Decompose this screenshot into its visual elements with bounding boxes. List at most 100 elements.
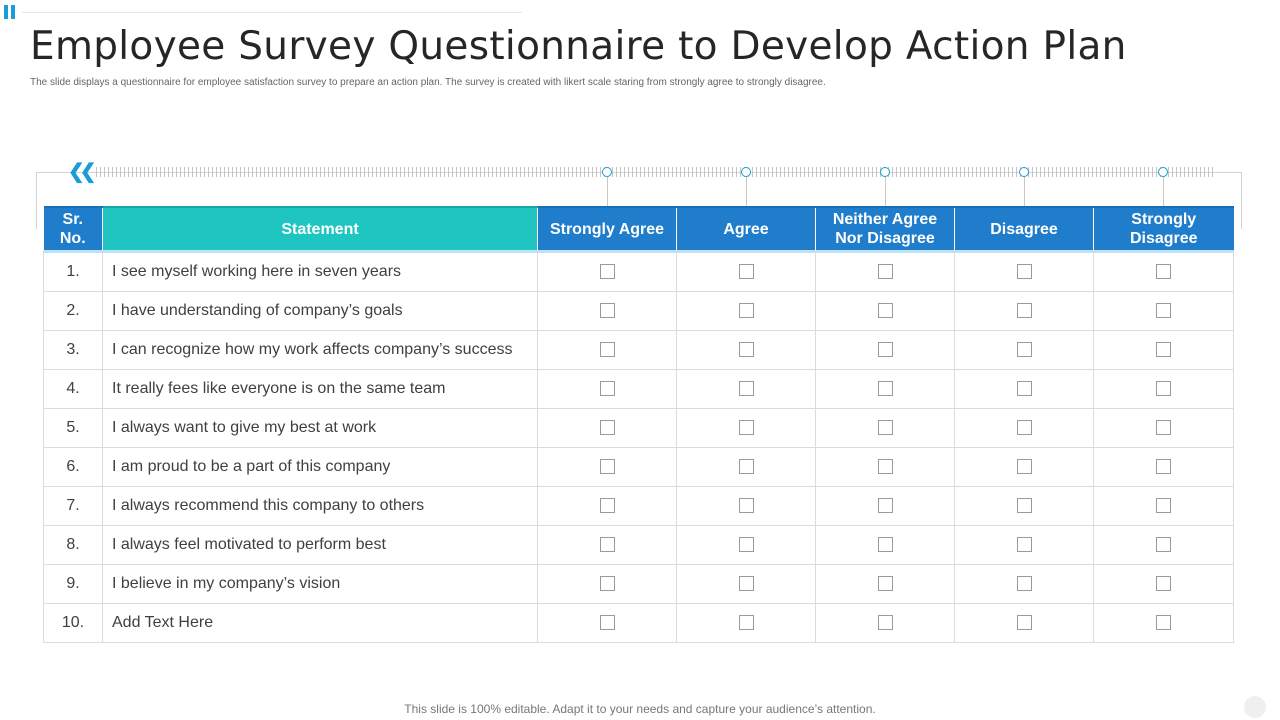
checkbox-strongly-disagree[interactable] bbox=[1156, 576, 1171, 592]
row-number: 7. bbox=[43, 486, 103, 526]
cell-disagree bbox=[954, 251, 1094, 292]
checkbox-neutral[interactable] bbox=[877, 381, 893, 397]
checkbox-neutral[interactable] bbox=[877, 537, 893, 553]
row-statement: I believe in my company’s vision bbox=[102, 564, 538, 604]
checkbox-strongly-agree[interactable] bbox=[599, 342, 615, 358]
checkbox-disagree[interactable] bbox=[1016, 537, 1032, 553]
timeline-marker bbox=[1019, 167, 1029, 177]
checkbox-strongly-disagree[interactable] bbox=[1156, 615, 1171, 631]
cell-strongly-disagree bbox=[1093, 291, 1234, 331]
checkbox-neutral[interactable] bbox=[877, 264, 893, 280]
timeline-marker bbox=[741, 167, 751, 177]
cell-strongly-disagree bbox=[1093, 603, 1234, 643]
checkbox-strongly-disagree[interactable] bbox=[1156, 342, 1171, 358]
header-statement: Statement bbox=[102, 206, 538, 253]
row-statement: It really fees like everyone is on the s… bbox=[102, 369, 538, 409]
checkbox-strongly-agree[interactable] bbox=[599, 459, 615, 475]
cell-agree bbox=[676, 486, 816, 526]
row-statement: I always feel motivated to perform best bbox=[102, 525, 538, 565]
cell-agree bbox=[676, 564, 816, 604]
row-number: 4. bbox=[43, 369, 103, 409]
cell-strongly-agree bbox=[537, 251, 677, 292]
header-strongly-agree: Strongly Agree bbox=[537, 206, 677, 253]
cell-strongly-agree bbox=[537, 291, 677, 331]
marker-stem bbox=[746, 177, 747, 207]
checkbox-agree[interactable] bbox=[738, 342, 754, 358]
checkbox-disagree[interactable] bbox=[1016, 615, 1032, 631]
checkbox-agree[interactable] bbox=[738, 381, 754, 397]
cell-disagree bbox=[954, 330, 1094, 370]
marker-stem bbox=[1024, 177, 1025, 207]
checkbox-disagree[interactable] bbox=[1016, 576, 1032, 592]
checkbox-strongly-disagree[interactable] bbox=[1156, 420, 1171, 436]
checkbox-neutral[interactable] bbox=[877, 459, 893, 475]
checkbox-strongly-agree[interactable] bbox=[599, 381, 615, 397]
row-statement: I am proud to be a part of this company bbox=[102, 447, 538, 487]
cell-neutral bbox=[815, 408, 955, 448]
cell-disagree bbox=[954, 486, 1094, 526]
row-number: 2. bbox=[43, 291, 103, 331]
cell-strongly-disagree bbox=[1093, 525, 1234, 565]
cell-disagree bbox=[954, 603, 1094, 643]
checkbox-neutral[interactable] bbox=[877, 615, 893, 631]
checkbox-neutral[interactable] bbox=[877, 498, 893, 514]
checkbox-neutral[interactable] bbox=[877, 576, 893, 592]
checkbox-strongly-agree[interactable] bbox=[599, 615, 615, 631]
checkbox-agree[interactable] bbox=[738, 264, 754, 280]
checkbox-agree[interactable] bbox=[738, 459, 754, 475]
checkbox-agree[interactable] bbox=[738, 498, 754, 514]
checkbox-neutral[interactable] bbox=[877, 342, 893, 358]
checkbox-disagree[interactable] bbox=[1016, 498, 1032, 514]
cell-strongly-agree bbox=[537, 486, 677, 526]
cell-neutral bbox=[815, 525, 955, 565]
slide-nav-button[interactable] bbox=[1244, 696, 1266, 718]
header-neutral: Neither Agree Nor Disagree bbox=[815, 206, 955, 253]
checkbox-neutral[interactable] bbox=[877, 303, 893, 319]
cell-strongly-agree bbox=[537, 330, 677, 370]
checkbox-strongly-disagree[interactable] bbox=[1156, 459, 1171, 475]
table-row: 1. I see myself working here in seven yea… bbox=[43, 251, 1234, 292]
checkbox-agree[interactable] bbox=[738, 576, 754, 592]
cell-agree bbox=[676, 525, 816, 565]
slide-subtitle: The slide displays a questionnaire for e… bbox=[30, 77, 826, 88]
cell-neutral bbox=[815, 447, 955, 487]
checkbox-disagree[interactable] bbox=[1016, 303, 1032, 319]
cell-disagree bbox=[954, 291, 1094, 331]
checkbox-strongly-agree[interactable] bbox=[599, 576, 615, 592]
cell-agree bbox=[676, 251, 816, 292]
checkbox-neutral[interactable] bbox=[877, 420, 893, 436]
checkbox-disagree[interactable] bbox=[1016, 264, 1032, 280]
checkbox-agree[interactable] bbox=[738, 303, 754, 319]
header-sr-no: Sr. No. bbox=[43, 206, 103, 253]
checkbox-disagree[interactable] bbox=[1016, 420, 1032, 436]
row-number: 8. bbox=[43, 525, 103, 565]
checkbox-agree[interactable] bbox=[738, 420, 754, 436]
checkbox-strongly-disagree[interactable] bbox=[1156, 381, 1171, 397]
checkbox-strongly-agree[interactable] bbox=[599, 264, 615, 280]
table-row: 9. I believe in my company’s vision bbox=[43, 564, 1234, 604]
checkbox-strongly-disagree[interactable] bbox=[1156, 264, 1171, 280]
cell-disagree bbox=[954, 369, 1094, 409]
checkbox-agree[interactable] bbox=[738, 537, 754, 553]
cell-agree bbox=[676, 369, 816, 409]
cell-strongly-disagree bbox=[1093, 369, 1234, 409]
checkbox-agree[interactable] bbox=[738, 615, 754, 631]
checkbox-disagree[interactable] bbox=[1016, 381, 1032, 397]
checkbox-strongly-disagree[interactable] bbox=[1156, 498, 1171, 514]
row-number: 1. bbox=[43, 251, 103, 292]
checkbox-strongly-agree[interactable] bbox=[599, 303, 615, 319]
checkbox-strongly-agree[interactable] bbox=[599, 498, 615, 514]
table-header-row: Sr. No. Statement Strongly Agree Agree N… bbox=[43, 206, 1234, 253]
cell-strongly-disagree bbox=[1093, 408, 1234, 448]
checkbox-disagree[interactable] bbox=[1016, 342, 1032, 358]
double-chevron-left-icon: ❮❮ bbox=[68, 161, 96, 183]
row-number: 10. bbox=[43, 603, 103, 643]
cell-agree bbox=[676, 330, 816, 370]
checkbox-disagree[interactable] bbox=[1016, 459, 1032, 475]
cell-neutral bbox=[815, 603, 955, 643]
checkbox-strongly-disagree[interactable] bbox=[1156, 303, 1171, 319]
checkbox-strongly-agree[interactable] bbox=[599, 420, 615, 436]
footer-note: This slide is 100% editable. Adapt it to… bbox=[404, 702, 876, 716]
checkbox-strongly-disagree[interactable] bbox=[1156, 537, 1171, 553]
checkbox-strongly-agree[interactable] bbox=[599, 537, 615, 553]
